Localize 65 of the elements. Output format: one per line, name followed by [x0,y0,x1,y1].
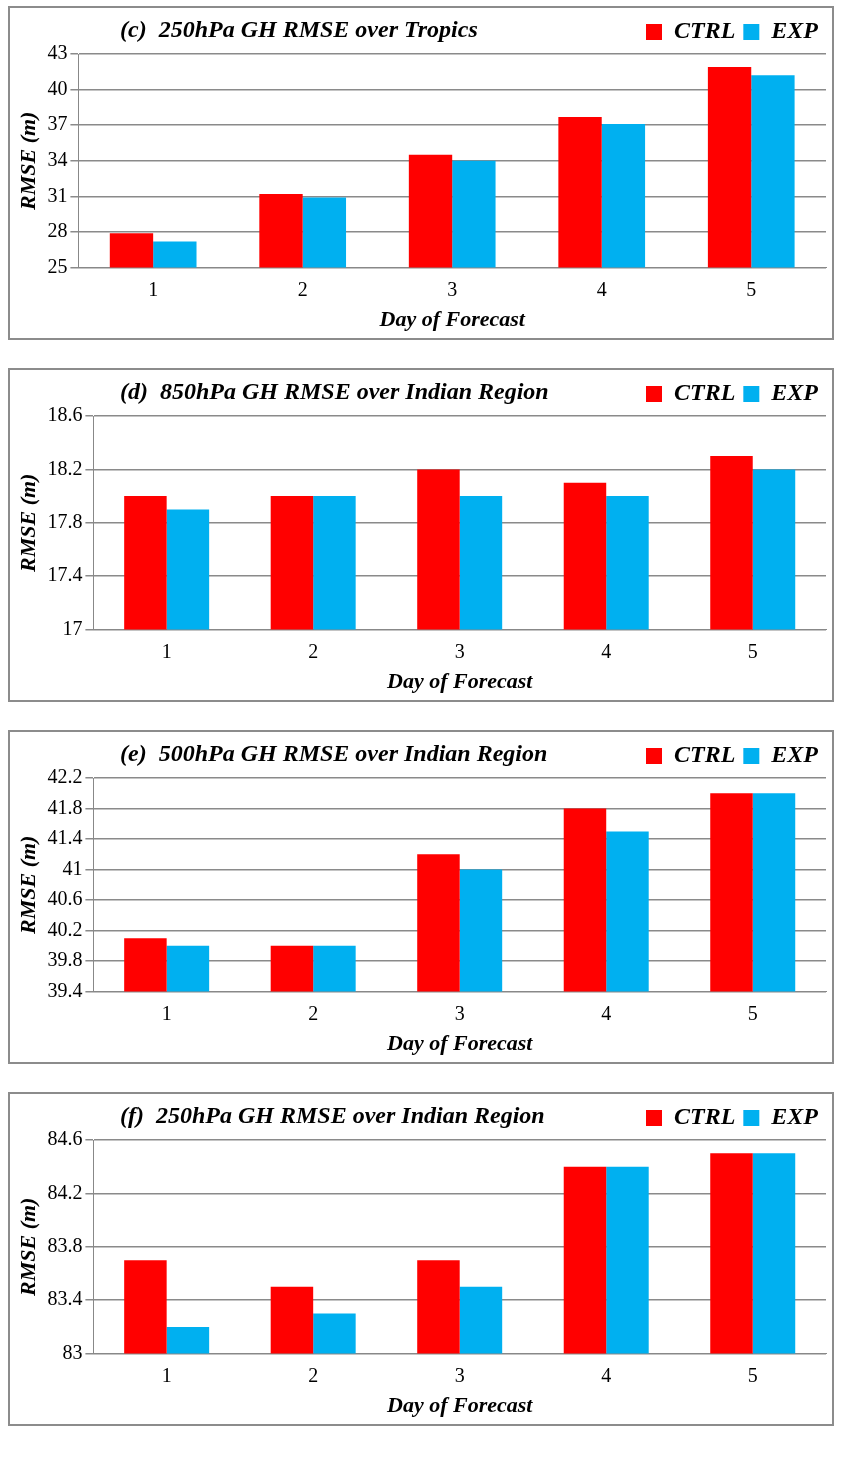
x-tick-label: 4 [596,277,607,300]
y-tick-label: 25 [47,254,68,277]
y-tick-label: 83.8 [47,1234,83,1257]
y-tick-label: 41.4 [47,826,83,849]
y-axis-title: RMSE (m) [14,111,40,212]
x-tick-label: 1 [148,277,159,300]
x-axis-title: Day of Forecast [385,668,534,694]
x-tick-label: 3 [454,1363,465,1386]
x-tick-label: 2 [308,1363,319,1386]
y-tick-label: 17.4 [47,563,83,586]
x-tick-label: 2 [308,1001,319,1024]
x-tick-label: 1 [161,1363,172,1386]
y-tick-label: 84.6 [47,1127,83,1150]
y-tick-label: 39.4 [47,978,83,1001]
chart-title: (e) 500hPa GH RMSE over Indian Region [120,740,548,767]
y-tick-label: 41 [62,856,83,879]
y-tick-label: 41.8 [47,795,83,818]
y-axis-title: RMSE (m) [14,1197,40,1298]
y-axis-title: RMSE (m) [14,473,40,574]
legend-label: EXP [770,17,819,44]
y-tick-label: 31 [47,183,68,206]
chart-title: (d) 850hPa GH RMSE over Indian Region [120,378,549,405]
x-tick-label: 5 [747,1001,758,1024]
y-tick-label: 18.6 [47,403,83,426]
x-tick-label: 4 [601,639,612,662]
x-tick-label: 1 [161,639,172,662]
y-tick-label: 34 [47,148,68,171]
y-tick-label: 83.4 [47,1287,83,1310]
x-tick-label: 1 [161,1001,172,1024]
y-tick-label: 40.6 [47,887,83,910]
y-tick-label: 17.8 [47,510,83,533]
legend-label: CTRL [673,379,736,406]
x-tick-label: 3 [454,1001,465,1024]
legend-label: CTRL [673,1103,736,1130]
x-tick-label: 2 [297,277,308,300]
y-tick-label: 43 [47,41,68,64]
legend-label: EXP [770,741,819,768]
x-tick-label: 3 [454,639,465,662]
y-tick-label: 42.2 [47,765,83,788]
x-axis-title: Day of Forecast [385,1030,534,1056]
legend-label: EXP [770,1103,819,1130]
y-tick-label: 40 [47,76,68,99]
legend-label: CTRL [673,741,736,768]
x-tick-label: 5 [746,277,757,300]
legend-label: CTRL [673,17,736,44]
x-tick-label: 5 [747,639,758,662]
x-tick-label: 5 [747,1363,758,1386]
x-tick-label: 2 [308,639,319,662]
y-tick-label: 39.8 [47,948,83,971]
x-axis-title: Day of Forecast [378,306,526,332]
y-axis-title: RMSE (m) [14,835,40,936]
chart-title: (c) 250hPa GH RMSE over Tropics [120,16,478,43]
y-tick-label: 17 [62,616,83,639]
y-tick-label: 84.2 [47,1180,83,1203]
x-axis-title: Day of Forecast [385,1392,534,1418]
y-tick-label: 18.2 [47,456,83,479]
y-tick-label: 37 [47,112,68,135]
y-tick-label: 83 [62,1340,83,1363]
x-tick-label: 4 [601,1363,612,1386]
chart-title: (f) 250hPa GH RMSE over Indian Region [120,1102,545,1129]
y-tick-label: 28 [47,219,68,242]
x-tick-label: 3 [447,277,458,300]
x-tick-label: 4 [601,1001,612,1024]
y-tick-label: 40.2 [47,917,83,940]
legend-label: EXP [770,379,819,406]
